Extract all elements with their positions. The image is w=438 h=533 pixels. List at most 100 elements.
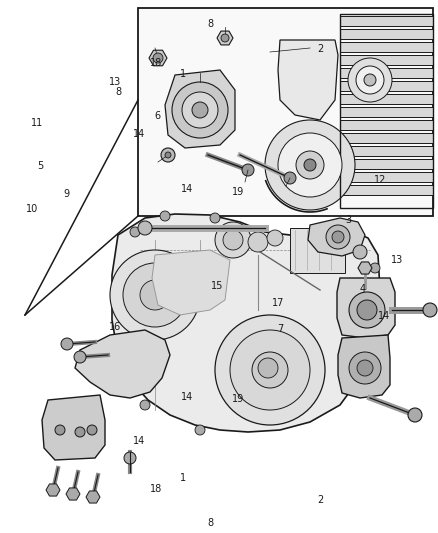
Text: 11: 11	[31, 118, 43, 127]
Bar	[339, 42, 432, 52]
Text: 8: 8	[207, 19, 213, 29]
Polygon shape	[357, 262, 371, 274]
Circle shape	[194, 425, 205, 435]
Circle shape	[230, 330, 309, 410]
Text: 14: 14	[181, 184, 193, 194]
Circle shape	[140, 400, 150, 410]
Circle shape	[124, 452, 136, 464]
Circle shape	[215, 222, 251, 258]
Circle shape	[153, 53, 162, 63]
Circle shape	[422, 303, 436, 317]
Polygon shape	[337, 335, 389, 398]
Circle shape	[331, 231, 343, 243]
Circle shape	[295, 151, 323, 179]
Circle shape	[347, 58, 391, 102]
Bar	[339, 81, 432, 91]
Circle shape	[123, 263, 187, 327]
Polygon shape	[75, 330, 170, 398]
Bar	[339, 68, 432, 78]
Polygon shape	[112, 214, 379, 432]
Circle shape	[344, 230, 354, 240]
Polygon shape	[86, 491, 100, 503]
Circle shape	[266, 230, 283, 246]
Circle shape	[172, 82, 227, 138]
Text: 18: 18	[149, 484, 162, 494]
Bar	[339, 14, 432, 208]
Circle shape	[277, 133, 341, 197]
Circle shape	[223, 230, 243, 250]
Text: 5: 5	[37, 161, 43, 171]
Circle shape	[74, 351, 86, 363]
Text: 16: 16	[109, 322, 121, 332]
Text: 1: 1	[180, 473, 186, 483]
Text: 12: 12	[374, 175, 386, 184]
Text: 1: 1	[180, 69, 186, 78]
Circle shape	[209, 213, 219, 223]
Circle shape	[369, 263, 379, 273]
Circle shape	[61, 338, 73, 350]
Circle shape	[355, 66, 383, 94]
Circle shape	[182, 92, 218, 128]
Bar	[339, 120, 432, 130]
Circle shape	[251, 352, 287, 388]
Circle shape	[356, 360, 372, 376]
Text: 14: 14	[133, 437, 145, 446]
Bar	[339, 16, 432, 26]
Circle shape	[352, 245, 366, 259]
Circle shape	[55, 425, 65, 435]
Circle shape	[258, 358, 277, 378]
Circle shape	[191, 102, 208, 118]
Circle shape	[130, 227, 140, 237]
Circle shape	[363, 74, 375, 86]
Circle shape	[215, 315, 324, 425]
Circle shape	[140, 280, 170, 310]
Text: 13: 13	[390, 255, 403, 264]
Text: 6: 6	[154, 111, 160, 121]
Bar	[339, 185, 432, 195]
Polygon shape	[216, 31, 233, 45]
Text: 19: 19	[232, 394, 244, 403]
Text: 8: 8	[115, 87, 121, 96]
Bar	[339, 146, 432, 156]
Circle shape	[241, 164, 254, 176]
Circle shape	[110, 250, 200, 340]
Polygon shape	[42, 395, 105, 460]
Text: 18: 18	[149, 58, 162, 68]
Text: 7: 7	[276, 325, 283, 334]
Polygon shape	[152, 250, 230, 315]
Circle shape	[348, 292, 384, 328]
Text: 17: 17	[272, 298, 284, 308]
Text: 14: 14	[181, 392, 193, 402]
Text: 8: 8	[207, 519, 213, 528]
Text: 2: 2	[317, 44, 323, 54]
Polygon shape	[148, 50, 166, 66]
Bar	[138, 8, 432, 216]
Bar	[339, 133, 432, 143]
Polygon shape	[66, 488, 80, 500]
Text: 14: 14	[377, 311, 389, 320]
Text: 13: 13	[108, 77, 120, 87]
Circle shape	[283, 172, 295, 184]
Text: 19: 19	[232, 187, 244, 197]
Text: 10: 10	[26, 205, 38, 214]
Circle shape	[161, 148, 175, 162]
Text: 4: 4	[359, 285, 365, 294]
Circle shape	[87, 425, 97, 435]
Circle shape	[303, 159, 315, 171]
Polygon shape	[307, 218, 364, 256]
Text: 14: 14	[133, 130, 145, 139]
Bar	[339, 159, 432, 169]
Circle shape	[159, 211, 170, 221]
Circle shape	[75, 427, 85, 437]
Bar	[290, 228, 344, 273]
Circle shape	[325, 225, 349, 249]
Text: 9: 9	[64, 189, 70, 199]
Bar	[339, 172, 432, 182]
Bar	[339, 107, 432, 117]
Polygon shape	[165, 70, 234, 148]
Text: 2: 2	[317, 495, 323, 505]
Text: 15: 15	[210, 281, 223, 291]
Bar	[339, 55, 432, 65]
Circle shape	[348, 352, 380, 384]
Circle shape	[165, 152, 171, 158]
